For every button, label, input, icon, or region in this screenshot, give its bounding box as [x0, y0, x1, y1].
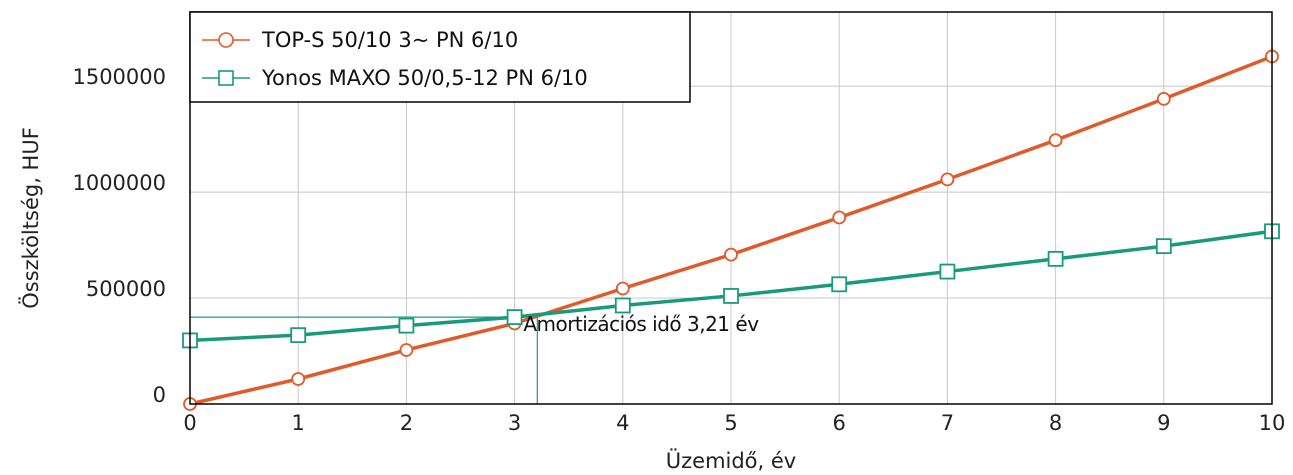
- legend-marker-square: [218, 70, 234, 86]
- x-tick-label: 8: [1049, 411, 1062, 435]
- data-point-circle: [724, 247, 738, 262]
- data-point-square: [1047, 250, 1064, 267]
- x-tick-label: 7: [941, 411, 954, 435]
- data-point-square: [290, 327, 307, 344]
- data-point-circle: [1048, 133, 1063, 148]
- plot-area-frame: [189, 11, 1273, 405]
- x-tick-label: 6: [833, 411, 846, 435]
- data-point-square: [1155, 238, 1172, 255]
- legend: TOP-S 50/10 3~ PN 6/10 Yonos MAXO 50/0,5-…: [189, 11, 691, 103]
- x-tick-label: 9: [1157, 411, 1170, 435]
- data-point-circle: [1156, 91, 1171, 106]
- data-point-circle: [832, 210, 847, 225]
- data-point-circle: [399, 343, 414, 357]
- x-tick-label: 3: [508, 411, 521, 435]
- data-point-square: [398, 317, 415, 334]
- x-tick-label: 0: [183, 411, 196, 435]
- data-point-circle: [291, 372, 306, 386]
- amortization-annotation: Amortizációs idő 3,21 év: [523, 312, 759, 336]
- amortization-guide-lines: [190, 316, 538, 404]
- series-layer: [182, 49, 1280, 411]
- legend-label: TOP-S 50/10 3~ PN 6/10: [261, 28, 518, 52]
- series-1: [183, 49, 1279, 411]
- data-point-circle: [940, 172, 955, 187]
- legend-label: Yonos MAXO 50/0,5-12 PN 6/10: [261, 66, 588, 90]
- data-point-square: [831, 276, 848, 293]
- x-tick-label: 2: [400, 411, 413, 435]
- data-point-square: [614, 297, 631, 314]
- data-point-circle: [615, 281, 630, 296]
- y-tick-label: 1500000: [72, 65, 166, 89]
- legend-box: [189, 11, 691, 103]
- y-tick-label: 500000: [86, 277, 166, 301]
- x-tick-label: 10: [1259, 411, 1286, 435]
- x-tick-label: 4: [616, 411, 629, 435]
- x-tick-labels: 0 1 2 3 4 5 6 7 8 9 10: [183, 411, 1285, 435]
- x-tick-label: 1: [292, 411, 305, 435]
- data-point-square: [506, 309, 523, 326]
- data-point-square: [723, 288, 739, 304]
- y-tick-labels: 0 500000 1000000 1500000: [72, 65, 166, 407]
- x-tick-label: 5: [724, 411, 737, 435]
- y-axis-title: Összköltség, HUF: [18, 127, 43, 309]
- data-point-square: [939, 263, 956, 280]
- y-tick-label: 0: [153, 383, 166, 407]
- y-tick-label: 1000000: [72, 171, 166, 195]
- series-2: [182, 223, 1280, 349]
- x-axis-title: Üzemidő, év: [666, 448, 796, 473]
- legend-marker-circle: [218, 32, 234, 48]
